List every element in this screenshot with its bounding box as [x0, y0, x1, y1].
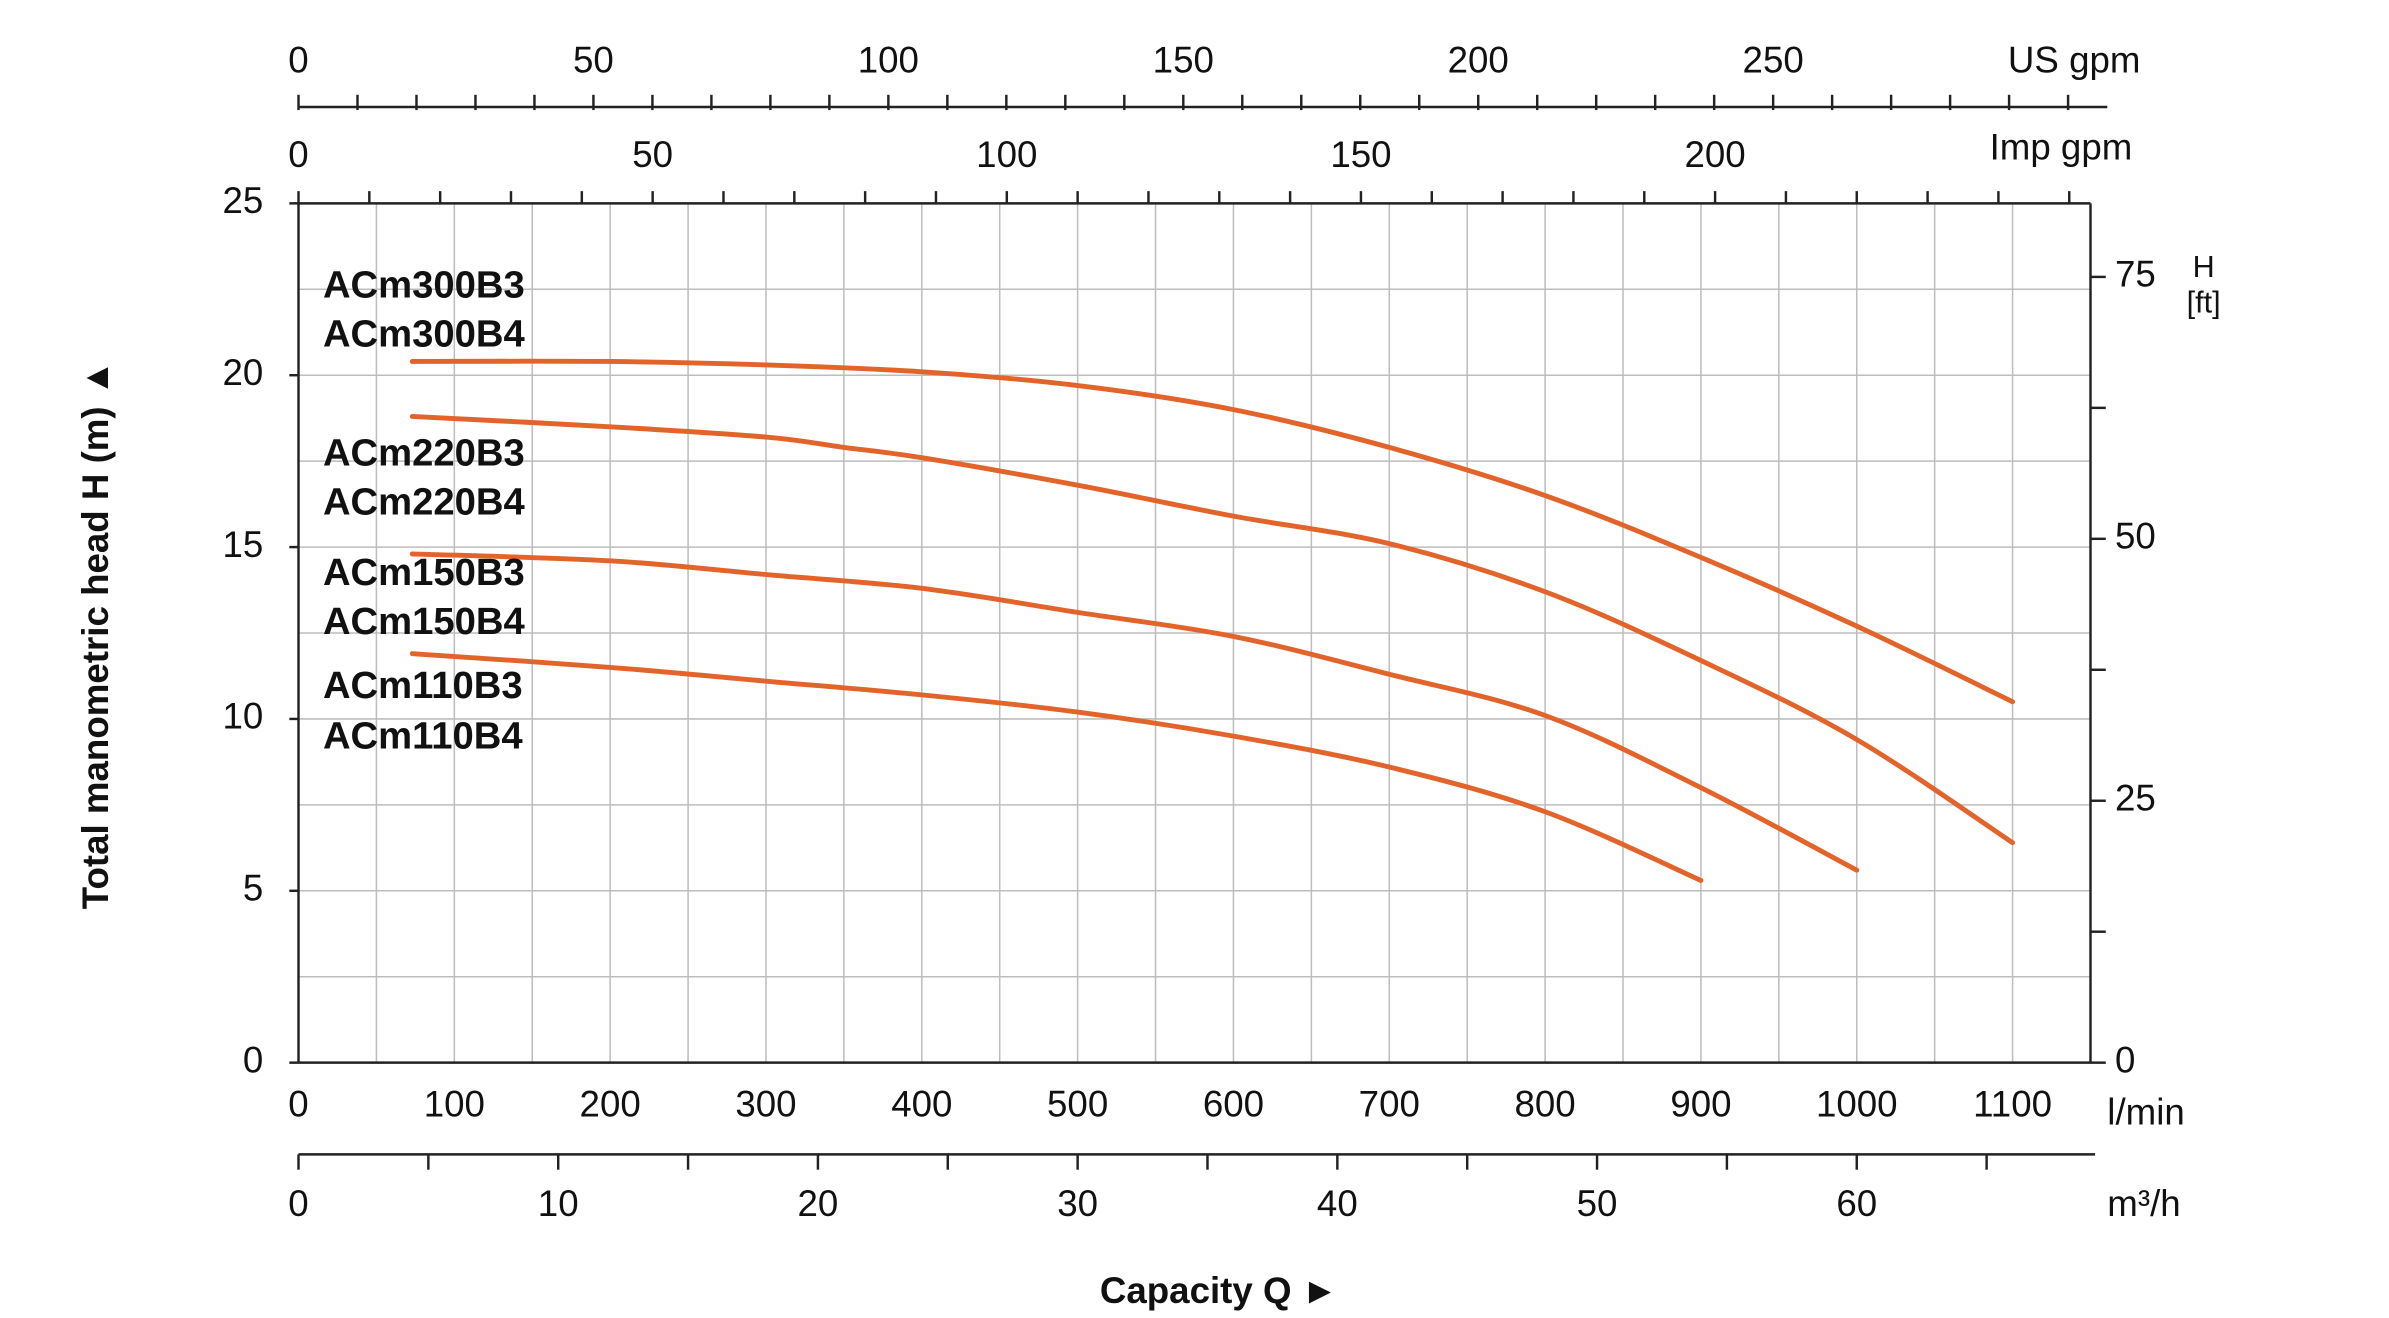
x-tick-label: 300 — [735, 1084, 796, 1125]
curve-label: ACm110B3 — [323, 664, 523, 707]
secondary-tick-label: 100 — [976, 134, 1037, 175]
y2-tick-label: 50 — [2115, 516, 2156, 557]
secondary-axis-unit: Imp gpm — [1990, 127, 2133, 168]
secondary-tick-label: 100 — [858, 39, 919, 80]
x-tick-label: 200 — [580, 1084, 641, 1125]
curve-label: ACm300B4 — [323, 312, 526, 355]
curve-label: ACm110B4 — [323, 715, 523, 758]
x-axis-label: Capacity Q ► — [1100, 1270, 1338, 1311]
x-tick-label: 800 — [1514, 1084, 1575, 1125]
y2-tick-label: 75 — [2115, 254, 2156, 295]
x-tick-label: 0 — [288, 1084, 308, 1125]
secondary-tick-label: 0 — [288, 134, 308, 175]
secondary-tick-label: 60 — [1836, 1183, 1877, 1224]
pump-curve — [409, 414, 2016, 846]
x-tick-label: 500 — [1047, 1084, 1108, 1125]
y-tick-label: 15 — [223, 524, 264, 565]
x-tick-label: 900 — [1670, 1084, 1731, 1125]
x-tick-label: 600 — [1203, 1084, 1264, 1125]
curve-label: ACm220B3 — [323, 432, 525, 475]
secondary-tick-label: 0 — [288, 1183, 308, 1224]
x-tick-label: 1100 — [1973, 1084, 2052, 1125]
secondary-tick-label: 250 — [1743, 39, 1804, 80]
secondary-tick-label: 50 — [1577, 1183, 1618, 1224]
y2-label: [ft] — [2187, 285, 2221, 319]
secondary-axis-unit: US gpm — [2008, 39, 2141, 80]
pump-curve — [409, 358, 2016, 705]
y2-label: H — [2193, 250, 2215, 284]
y-tick-label: 5 — [243, 867, 263, 908]
secondary-tick-label: 50 — [632, 134, 673, 175]
secondary-tick-label: 0 — [288, 39, 308, 80]
x-unit: l/min — [2107, 1091, 2184, 1132]
secondary-tick-label: 20 — [798, 1183, 839, 1224]
secondary-tick-label: 150 — [1330, 134, 1391, 175]
pump-curve — [409, 651, 1704, 883]
curve-label: ACm220B4 — [323, 481, 526, 524]
pump-curve — [409, 551, 1860, 873]
secondary-tick-label: 10 — [538, 1183, 579, 1224]
y-tick-label: 20 — [223, 352, 264, 393]
secondary-tick-label: 200 — [1448, 39, 1509, 80]
curve-label: ACm150B4 — [323, 600, 526, 643]
x-tick-label: 700 — [1359, 1084, 1420, 1125]
y2-tick-label: 0 — [2115, 1039, 2135, 1080]
curve-label: ACm300B3 — [323, 264, 525, 307]
y-tick-label: 0 — [243, 1039, 263, 1080]
secondary-tick-label: 200 — [1684, 134, 1745, 175]
y-tick-label: 10 — [223, 696, 264, 737]
y-axis-label: Total manometric head H (m) ▲ — [75, 360, 116, 909]
curve-label: ACm150B3 — [323, 551, 525, 594]
x-tick-label: 100 — [424, 1084, 485, 1125]
x-tick-label: 400 — [891, 1084, 952, 1125]
y-tick-label: 25 — [223, 180, 264, 221]
secondary-tick-label: 30 — [1057, 1183, 1098, 1224]
x-tick-label: 1000 — [1816, 1084, 1898, 1125]
secondary-axis-unit: m³/h — [2107, 1183, 2180, 1224]
secondary-tick-label: 150 — [1153, 39, 1214, 80]
secondary-tick-label: 40 — [1317, 1183, 1358, 1224]
secondary-tick-label: 50 — [573, 39, 614, 80]
y2-tick-label: 25 — [2115, 777, 2156, 818]
